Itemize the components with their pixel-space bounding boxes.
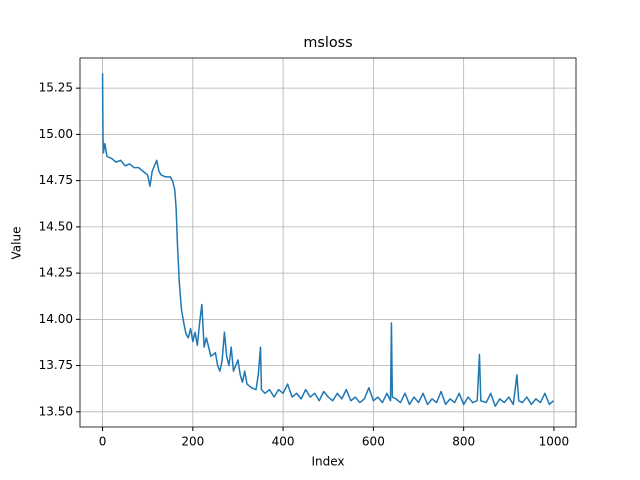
y-tick-label: 13.50 bbox=[39, 404, 73, 418]
chart-title: msloss bbox=[303, 35, 352, 51]
x-tick-label: 600 bbox=[362, 435, 385, 449]
y-axis-label: Value bbox=[10, 227, 24, 260]
y-tick-label: 15.25 bbox=[39, 81, 73, 95]
y-tick-label: 14.75 bbox=[39, 173, 73, 187]
x-tick-label: 200 bbox=[181, 435, 204, 449]
y-tick-label: 13.75 bbox=[39, 358, 73, 372]
y-tick-label: 14.00 bbox=[39, 312, 73, 326]
y-tick-label: 15.00 bbox=[39, 127, 73, 141]
data-line bbox=[101, 73, 554, 408]
x-tick-label: 800 bbox=[452, 435, 475, 449]
y-tick-label: 14.25 bbox=[39, 266, 73, 280]
x-axis-label: Index bbox=[311, 455, 344, 469]
x-tick-label: 1000 bbox=[539, 435, 570, 449]
x-tick-label: 400 bbox=[272, 435, 295, 449]
y-tick-label: 14.50 bbox=[39, 219, 73, 233]
x-tick-label: 0 bbox=[99, 435, 107, 449]
plot-frame bbox=[79, 57, 577, 428]
